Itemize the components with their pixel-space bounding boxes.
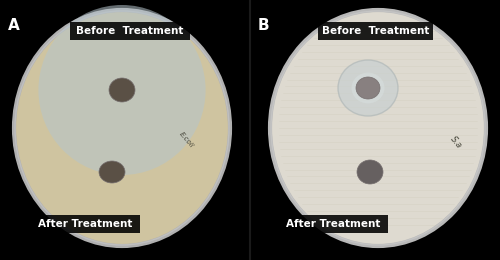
Ellipse shape xyxy=(38,5,205,175)
Text: E.coli: E.coli xyxy=(178,131,194,149)
Ellipse shape xyxy=(356,77,380,99)
FancyBboxPatch shape xyxy=(318,22,433,40)
Ellipse shape xyxy=(99,161,125,183)
Ellipse shape xyxy=(338,60,398,116)
Text: B: B xyxy=(258,18,270,33)
Text: A: A xyxy=(8,18,20,33)
FancyBboxPatch shape xyxy=(278,215,388,233)
Ellipse shape xyxy=(357,160,383,184)
Text: After Treatment: After Treatment xyxy=(286,219,380,229)
Text: After Treatment: After Treatment xyxy=(38,219,132,229)
FancyBboxPatch shape xyxy=(70,22,190,40)
FancyBboxPatch shape xyxy=(30,215,140,233)
Ellipse shape xyxy=(352,73,384,103)
Ellipse shape xyxy=(109,78,135,102)
Text: S.a: S.a xyxy=(448,134,464,150)
Text: Before  Treatment: Before Treatment xyxy=(76,26,184,36)
Text: Before  Treatment: Before Treatment xyxy=(322,26,429,36)
Ellipse shape xyxy=(270,10,486,246)
Ellipse shape xyxy=(14,10,230,246)
